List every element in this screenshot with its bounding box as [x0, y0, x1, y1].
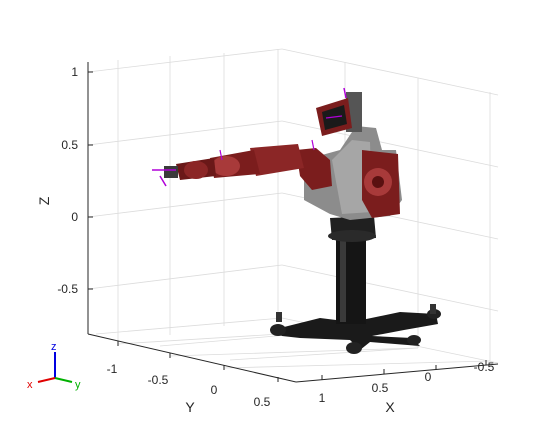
x-tick-label: -0.5	[474, 360, 495, 374]
x-tick-label: 0	[425, 370, 432, 384]
y-tick-label: 0.5	[254, 395, 271, 409]
x-tick-label: 1	[319, 391, 326, 405]
pedestal-column	[328, 216, 376, 324]
triad-y-label: y	[75, 379, 81, 391]
front-arm	[152, 139, 332, 190]
head-display	[316, 87, 352, 136]
z-tick-label: 1	[71, 65, 78, 79]
rear-arm	[362, 150, 400, 218]
y-axis-label: Y	[185, 399, 195, 415]
z-axis-label: Z	[36, 196, 52, 205]
z-tick-label: -0.5	[57, 282, 78, 296]
orientation-triad: z y x	[27, 341, 81, 391]
robot-model[interactable]	[152, 87, 441, 354]
x-axis-label: X	[385, 399, 395, 415]
pedestal-base	[270, 304, 441, 354]
z-tick-label: 0.5	[61, 138, 78, 152]
triad-x-label: x	[27, 379, 33, 391]
triad-z-label: z	[51, 341, 57, 353]
y-tick-label: -1	[107, 362, 118, 376]
y-tick-label: 0	[211, 383, 218, 397]
axis-lines	[87, 62, 499, 383]
y-tick-label: -0.5	[148, 373, 169, 387]
x-tick-label: 0.5	[372, 381, 389, 395]
z-tick-label: 0	[71, 210, 78, 224]
